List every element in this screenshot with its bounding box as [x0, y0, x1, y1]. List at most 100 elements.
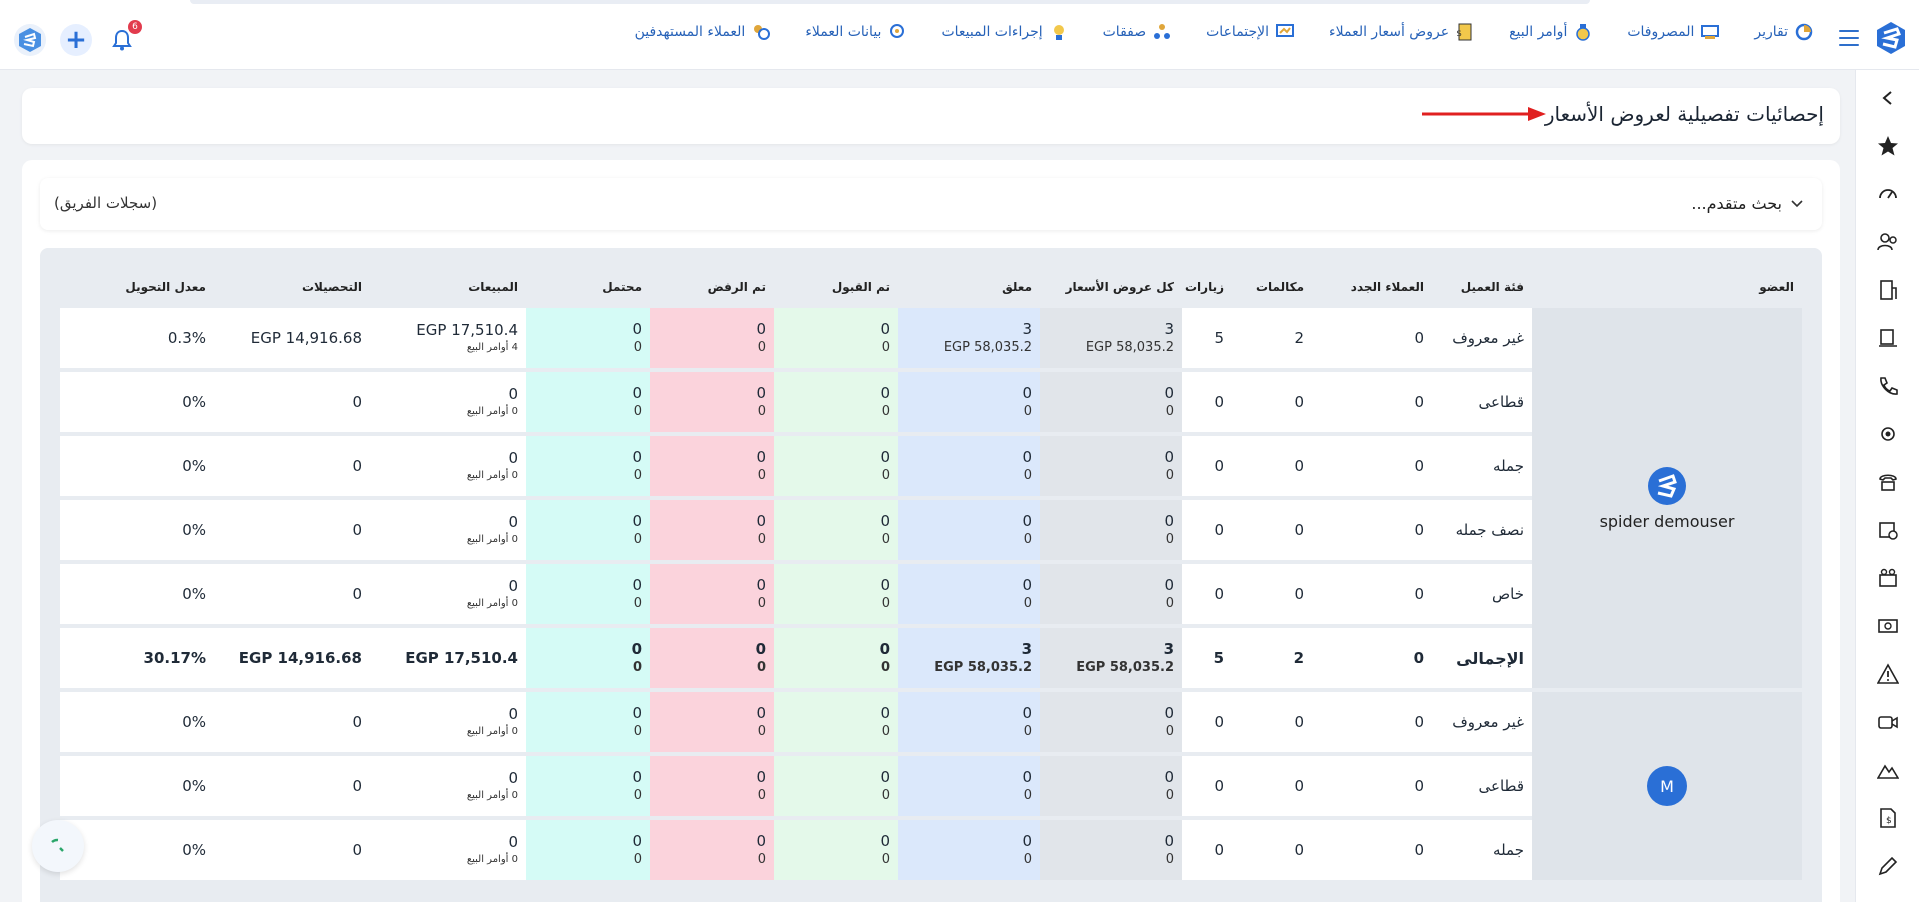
- cell-new-customers: 0: [1312, 308, 1432, 368]
- cell-sales: 0 0 أوامر البيع: [370, 500, 526, 560]
- cell-category: جمله: [1432, 436, 1532, 496]
- app-logo-icon[interactable]: [1873, 20, 1909, 56]
- cell-pending-count: 0: [1022, 512, 1032, 530]
- nav-quotes[interactable]: $ عروض أسعار العملاء: [1329, 22, 1475, 42]
- cell-sales: EGP 17,510.4: [370, 628, 526, 688]
- cell-potential-amount: 0: [633, 596, 642, 611]
- col-category: فئة العميل: [1460, 280, 1524, 294]
- nav-meetings[interactable]: الإجتماعات: [1206, 22, 1295, 42]
- certificate-icon[interactable]: [1876, 326, 1900, 350]
- pen-icon[interactable]: [1876, 854, 1900, 878]
- cell-rejected-amount: 0: [757, 404, 766, 419]
- notifications-button[interactable]: 6: [106, 20, 142, 56]
- calendar-icon[interactable]: [1876, 518, 1900, 542]
- sales-amount: 0: [508, 449, 518, 467]
- cell-calls: 2: [1232, 628, 1312, 688]
- table-row: نصف جمله 0 0 0 0 0 0 0 0 0 0 0 0 0 0 0 أوامر البيع 0 0%: [60, 500, 1802, 560]
- cell-conversion: 0%: [60, 372, 214, 432]
- table-row: spider demouser غير معروف 0 2 5 3 EGP 58,035.2…: [60, 308, 1802, 688]
- mountain-icon[interactable]: [1876, 758, 1900, 782]
- stats-table: العضو فئة العميل العملاء الجدد مكالمات ز…: [60, 266, 1802, 884]
- cell-visits: 0: [1182, 692, 1232, 752]
- col-calls: مكالمات: [1255, 280, 1304, 294]
- cell-category: خاص: [1432, 564, 1532, 624]
- table-header-row: العضو فئة العميل العملاء الجدد مكالمات ز…: [60, 270, 1802, 304]
- star-icon[interactable]: [1876, 134, 1900, 158]
- cell-new-customers: 0: [1312, 692, 1432, 752]
- cell-rejected-amount: 0: [756, 660, 766, 675]
- cell-pending-count: 0: [1022, 768, 1032, 786]
- cell-all-quotes-amount: 0: [1165, 788, 1174, 803]
- menu-icon[interactable]: [1839, 30, 1859, 46]
- nav-label: إجراءات المبيعات: [941, 24, 1043, 40]
- cell-sales: 0 0 أوامر البيع: [370, 820, 526, 880]
- phone-icon[interactable]: [1876, 374, 1900, 398]
- cell-pending-count: 0: [1022, 576, 1032, 594]
- cell-potential-amount: 0: [633, 404, 642, 419]
- users-icon[interactable]: [1876, 230, 1900, 254]
- nav-sales-actions[interactable]: إجراءات المبيعات: [941, 22, 1068, 42]
- cell-pending-count: 0: [1022, 704, 1032, 722]
- cell-rejected-count: 0: [756, 512, 766, 530]
- invoice-icon[interactable]: $: [1876, 806, 1900, 830]
- nav-target-customers[interactable]: العملاء المستهدفين: [635, 22, 772, 42]
- cell-conversion: 0%: [60, 820, 214, 880]
- cell-potential-amount: 0: [633, 532, 642, 547]
- telephone-icon[interactable]: [1876, 470, 1900, 494]
- notification-badge: 6: [128, 20, 142, 34]
- cell-rejected-count: 0: [756, 704, 766, 722]
- cell-all-quotes-amount: 0: [1165, 468, 1174, 483]
- cell-accepted-amount: 0: [881, 596, 890, 611]
- advanced-search-toggle[interactable]: بحث متقدم...: [1691, 194, 1804, 213]
- cell-all-quotes-count: 0: [1164, 448, 1174, 466]
- cell-all-quotes: 3 EGP 58,035.2: [1040, 308, 1182, 368]
- nav-customer-data[interactable]: بيانات العملاء: [805, 22, 907, 42]
- cell-category: جمله: [1432, 820, 1532, 880]
- collapse-chevron-icon[interactable]: [1876, 86, 1900, 110]
- nav-reports[interactable]: تقارير: [1754, 22, 1814, 42]
- nav-deals[interactable]: صفقات: [1103, 22, 1173, 42]
- team-icon[interactable]: [1876, 566, 1900, 590]
- cell-rejected-amount: 0: [757, 340, 766, 355]
- sales-orders-count: 0 أوامر البيع: [466, 790, 518, 801]
- col-member: العضو: [1759, 280, 1794, 294]
- cell-rejected-count: 0: [756, 320, 766, 338]
- cell-accepted-count: 0: [880, 576, 890, 594]
- location-icon[interactable]: [1876, 422, 1900, 446]
- cell-category: قطاعى: [1432, 372, 1532, 432]
- svg-text:$: $: [1456, 29, 1462, 39]
- advanced-search-label: بحث متقدم...: [1691, 194, 1782, 213]
- cell-potential-amount: 0: [633, 340, 642, 355]
- dashboard-icon[interactable]: [1876, 182, 1900, 206]
- spider-logo-icon[interactable]: [14, 24, 46, 56]
- add-icon[interactable]: +: [60, 24, 92, 56]
- video-icon[interactable]: [1876, 710, 1900, 734]
- money-icon[interactable]: [1876, 614, 1900, 638]
- spinner-icon: [51, 838, 64, 852]
- cell-calls: 0: [1232, 564, 1312, 624]
- cell-all-quotes-count: 0: [1164, 512, 1174, 530]
- cell-conversion: 0%: [60, 436, 214, 496]
- cell-category: غير معروف: [1432, 308, 1532, 368]
- table-row: جمله 0 0 0 0 0 0 0 0 0 0 0 0 0 0 0 أوامر البيع 0 0%: [60, 820, 1802, 880]
- cell-calls: 0: [1232, 756, 1312, 816]
- nav-sales-orders[interactable]: أوامر البيع: [1509, 22, 1593, 42]
- cell-pending-amount: EGP 58,035.2: [934, 660, 1032, 675]
- building-icon[interactable]: [1876, 278, 1900, 302]
- customer-data-icon: [887, 22, 907, 42]
- cell-potential-count: 0: [632, 576, 642, 594]
- loading-spinner: [32, 820, 84, 872]
- nav-label: بيانات العملاء: [805, 24, 882, 40]
- nav-expenses[interactable]: المصروفات: [1627, 22, 1720, 42]
- cell-potential-count: 0: [632, 384, 642, 402]
- warning-icon[interactable]: [1876, 662, 1900, 686]
- cell-potential-count: 0: [632, 512, 642, 530]
